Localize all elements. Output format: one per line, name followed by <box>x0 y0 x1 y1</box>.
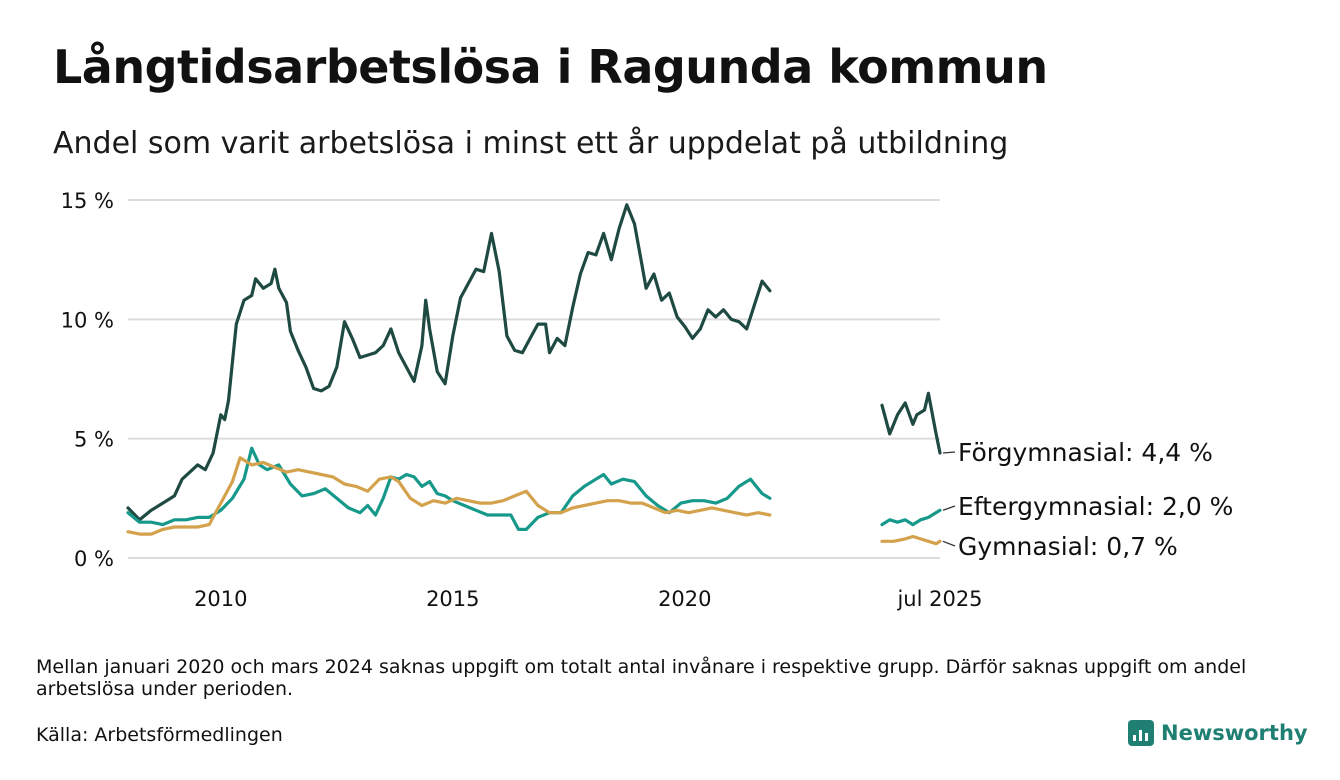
brand-name: Newsworthy <box>1161 721 1308 745</box>
series-end-label: Förgymnasial: 4,4 % <box>958 438 1213 467</box>
source-note: Källa: Arbetsförmedlingen <box>36 724 283 746</box>
series-lines <box>126 203 942 546</box>
y-tick-label: 15 % <box>61 189 114 213</box>
series-line-gymnasial <box>880 534 942 546</box>
footnote: Mellan januari 2020 och mars 2024 saknas… <box>36 656 1247 700</box>
brand-logo[interactable]: Newsworthy <box>1128 718 1308 748</box>
page-title: Långtidsarbetslösa i Ragunda kommun <box>53 40 1048 94</box>
series-line-eftergymnasial <box>126 446 772 531</box>
x-tick-label: jul 2025 <box>896 587 982 611</box>
series-line-eftergymnasial <box>880 508 942 527</box>
x-axis-tick-labels: 2010 2015 2020 jul 2025 <box>194 587 982 611</box>
line-chart: 0 % 5 % 10 % 15 % 2010 2015 2020 jul 2025 Förg… <box>61 189 1234 611</box>
label-leader-line <box>942 505 956 511</box>
label-leader-line <box>942 540 956 547</box>
x-tick-label: 2020 <box>658 587 711 611</box>
page-subtitle: Andel som varit arbetslösa i minst ett å… <box>53 126 1009 161</box>
series-end-label: Gymnasial: 0,7 % <box>958 532 1178 561</box>
end-labels: Förgymnasial: 4,4 % Eftergymnasial: 2,0 %… <box>942 438 1233 561</box>
y-tick-label: 0 % <box>74 547 114 571</box>
series-end-label: Eftergymnasial: 2,0 % <box>958 492 1233 521</box>
series-line-gymnasial <box>126 456 772 536</box>
x-tick-label: 2010 <box>194 587 247 611</box>
y-tick-label: 5 % <box>74 428 114 452</box>
newsworthy-chart-logo-icon <box>1128 720 1154 746</box>
y-axis-tick-labels: 0 % 5 % 10 % 15 % <box>61 189 114 571</box>
label-leader-line <box>942 451 956 454</box>
x-tick-label: 2015 <box>426 587 479 611</box>
grid-lines <box>128 199 940 559</box>
series-line-förgymnasial <box>880 391 942 455</box>
y-tick-label: 10 % <box>61 308 114 332</box>
series-line-förgymnasial <box>126 203 772 522</box>
